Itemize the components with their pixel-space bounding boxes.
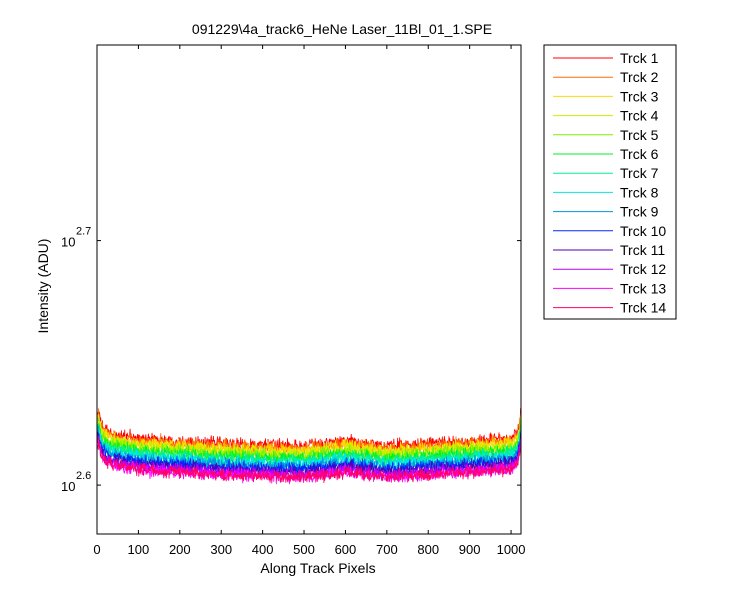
x-tick-label: 500 (293, 542, 315, 557)
y-tick-label-exponent: 2.6 (76, 470, 91, 482)
y-axis-label: Intensity (ADU) (35, 239, 51, 334)
x-tick-label: 100 (128, 542, 150, 557)
legend-entry: Trck 9 (620, 204, 659, 220)
legend-frame (543, 44, 677, 320)
plot-area-frame (96, 44, 522, 535)
x-tick-label: 700 (376, 542, 398, 557)
legend-entry: Trck 12 (620, 261, 666, 277)
legend-entry: Trck 6 (620, 146, 659, 162)
series-line-14 (96, 437, 522, 483)
x-tick-label: 200 (169, 542, 191, 557)
x-axis-ticks: 0 100 200 300 400 500 600 700 800 900 1000 (93, 45, 526, 557)
y-tick-label-base: 10 (61, 479, 75, 494)
x-tick-label: 600 (335, 542, 357, 557)
series-line-13 (96, 438, 522, 485)
legend-entry: Trck 13 (620, 280, 666, 296)
y-tick-label-exponent: 2.7 (76, 226, 91, 238)
chart-title: 091229\4a_track6_HeNe Laser_11Bl_01_1.SP… (192, 21, 492, 37)
legend-entry: Trck 4 (620, 108, 659, 124)
x-tick-label: 800 (417, 542, 439, 557)
legend-entry: Trck 11 (620, 242, 665, 258)
x-tick-label: 1000 (497, 542, 526, 557)
x-tick-label: 900 (459, 542, 481, 557)
legend: Trck 1 Trck 2 Trck 3 Trck 4 Trck 5 Trck 6 Trck… (543, 44, 677, 320)
series-layer (96, 408, 522, 485)
x-tick-label: 400 (252, 542, 274, 557)
series-line-8 (96, 425, 522, 472)
legend-entry: Trck 14 (620, 300, 666, 316)
legend-entry: Trck 3 (620, 88, 659, 104)
legend-entry: Trck 2 (620, 69, 659, 85)
x-tick-label: 0 (93, 542, 100, 557)
legend-entry: Trck 10 (620, 223, 666, 239)
legend-entry: Trck 1 (620, 50, 659, 66)
legend-entry: Trck 7 (620, 165, 659, 181)
y-tick-label-base: 10 (61, 235, 75, 250)
legend-entry: Trck 5 (620, 127, 659, 143)
x-tick-label: 300 (210, 542, 232, 557)
legend-entry: Trck 8 (620, 184, 659, 200)
x-axis-label: Along Track Pixels (260, 560, 375, 576)
